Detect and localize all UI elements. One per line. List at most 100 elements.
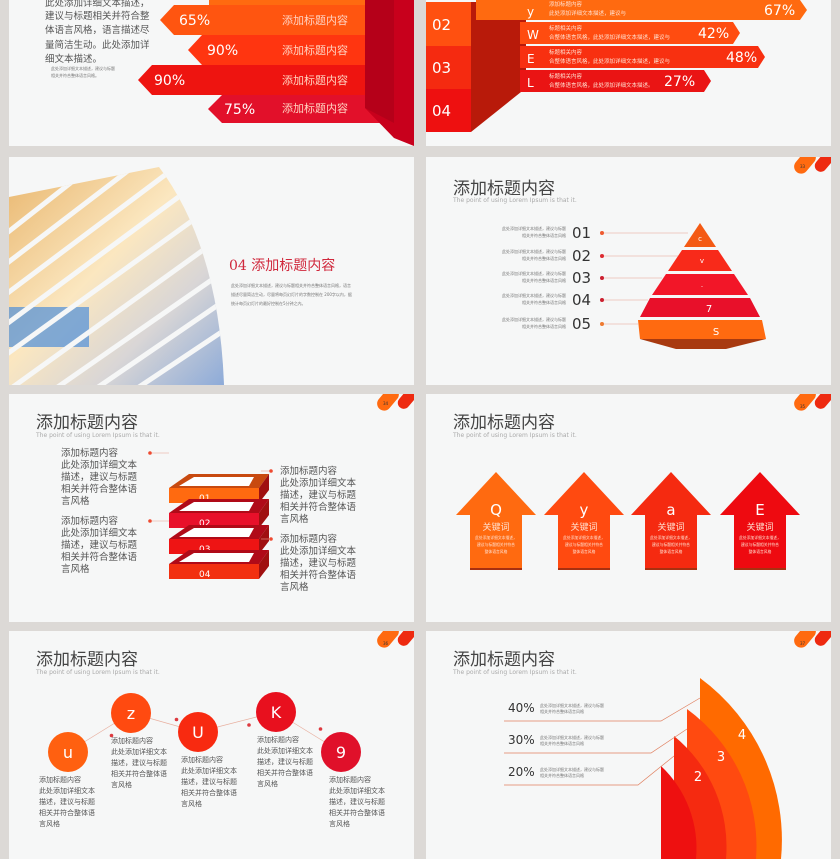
svg-text:U: U [192,723,204,742]
svg-text:此处添加详细文本描述，建议与标题: 此处添加详细文本描述，建议与标题 [502,248,566,254]
description-line: 添加标题内容 [61,447,119,459]
svg-text:67%: 67% [764,3,795,19]
slide-thumbnail-36[interactable]: 36 添加标题内容 The point of using Lorem Ipsum… [9,631,414,859]
svg-text:相关并符合整体语: 相关并符合整体语 [39,808,95,817]
connector-dot [600,322,604,326]
svg-text:描述，建议与标题: 描述，建议与标题 [111,758,167,767]
item-number: 02 [572,247,591,265]
fan-label: 2 [694,770,702,785]
connector-dot [269,469,273,473]
svg-text:E: E [527,52,535,66]
description-line: 添加标题内容 [280,465,338,477]
svg-text:描述，建议与标题: 描述，建议与标题 [39,797,95,806]
svg-text:建议与标题相关并符合: 建议与标题相关并符合 [477,542,515,547]
description-line: 言风格 [280,581,309,593]
svg-text:相关并符合整体语言风格: 相关并符合整体语言风格 [540,772,584,778]
description-line: 言风格 [280,513,309,525]
description-line: 此处添加详细文本 [280,477,357,489]
svg-text:细文本描述。: 细文本描述。 [45,53,102,65]
connector-dot [600,231,604,235]
bar-4 [208,95,394,123]
svg-text:The point of using Lorem Ipsum: The point of using Lorem Ipsum is that i… [452,432,577,439]
description-line: 此处添加详细文本 [61,527,138,539]
svg-text:量简洁生动。此处添加详: 量简洁生动。此处添加详 [45,39,150,51]
slide-thumbnail-32[interactable]: 02 03 04 y W E L 添加标题内容 此处添加详细文本描述，建议与 标… [426,0,831,146]
section-title: 04 添加标题内容 [229,257,335,274]
item-number: 01 [572,224,591,242]
svg-text:添加标题内容: 添加标题内容 [181,755,223,764]
slide-thumbnail-37[interactable]: 37 添加标题内容 The point of using Lorem Ipsum… [426,631,831,859]
svg-text:此处添加详细文本描述，建议与标题相关并符合整体语言风格，语言: 此处添加详细文本描述，建议与标题相关并符合整体语言风格，语言 [231,282,351,288]
layer-label: 04 [199,570,211,580]
pct: 90% [207,43,238,59]
item-number: 04 [572,291,591,309]
bar-2 [188,35,394,65]
paragraph: 此处添加详细文本描述， 建议与标题相关并符合整 体语言风格，语言描述尽 量简洁生… [45,0,150,65]
page-badge: 35 [794,394,831,411]
svg-text:04: 04 [432,102,451,120]
svg-text:K: K [271,703,282,722]
svg-text:W: W [527,28,539,42]
svg-text:合整体语言风格，此处添加详细文本描述，建议与: 合整体语言风格，此处添加详细文本描述，建议与 [549,57,670,65]
connector-dot [148,519,152,523]
svg-text:v: v [700,257,704,265]
svg-text:此处添加详细文本: 此处添加详细文本 [181,766,237,775]
pyramid-chart [638,223,766,349]
page-badge: 33 [794,157,831,174]
fan-chart: 432 [661,678,782,859]
step-circle [256,692,296,732]
svg-text:48%: 48% [726,50,757,66]
layer-label: 02 [199,519,210,529]
page-badge: 36 [377,631,414,648]
svg-text:此处添加详细文本: 此处添加详细文本 [257,746,313,755]
description-line: 添加标题内容 [61,515,119,527]
svg-text:03: 03 [432,59,451,77]
svg-text:Q: Q [490,501,502,519]
svg-text:c: c [698,235,702,243]
stack-layer [169,513,259,528]
svg-text:The point of using Lorem Ipsum: The point of using Lorem Ipsum is that i… [35,432,160,439]
slide-thumbnail-section-04[interactable]: 04 添加标题内容 此处添加详细文本描述，建议与标题相关并符合整体语言风格，语言… [9,157,414,385]
svg-text:此处添加详细文本描述，建议与标题: 此处添加详细文本描述，建议与标题 [540,734,604,740]
svg-text:相关并符合整体语言风格: 相关并符合整体语言风格 [522,277,566,283]
svg-text:添加标题内容: 添加标题内容 [36,413,138,433]
svg-text:37: 37 [800,641,806,646]
description-line: 描述，建议与标题 [61,471,138,483]
svg-text:The point of using Lorem Ipsum: The point of using Lorem Ipsum is that i… [452,197,577,204]
connector-dot [148,451,152,455]
svg-text:z: z [127,704,135,723]
svg-text:The point of using Lorem Ipsum: The point of using Lorem Ipsum is that i… [35,669,160,676]
svg-text:34: 34 [383,401,389,406]
svg-text:相关并符合整体语言风格: 相关并符合整体语言风格 [540,708,584,714]
svg-text:相关并符合整体语: 相关并符合整体语 [329,808,385,817]
svg-text:相关并符合整体语言风格: 相关并符合整体语言风格 [522,323,566,329]
svg-text:标题相关内容: 标题相关内容 [549,48,583,56]
svg-text:添加标题内容: 添加标题内容 [329,775,371,784]
fan-label: 4 [738,728,746,743]
svg-text:33: 33 [800,164,806,169]
item-number: 03 [572,269,591,287]
svg-text:a: a [666,501,675,519]
svg-text:建议与标题相关并符合: 建议与标题相关并符合 [741,542,779,547]
bar-label: 添加标题内容 [282,101,348,115]
slide-thumbnail-31[interactable]: 65% 90% 90% 75% 添加标题内容 添加标题内容 添加标题内容 添加标… [9,0,414,146]
svg-text:添加标题内容: 添加标题内容 [111,736,153,745]
svg-text:L: L [527,76,534,90]
description-line: 添加标题内容 [280,533,338,545]
slide-thumbnail-33[interactable]: 33 添加标题内容 The point of using Lorem Ipsum… [426,157,831,385]
pct: 65% [179,13,210,29]
fan-label: 3 [717,750,725,765]
svg-text:合整体语言风格，此处添加详细文本描述。: 合整体语言风格，此处添加详细文本描述。 [549,81,654,89]
slide-thumbnail-34[interactable]: 34 添加标题内容 The point of using Lorem Ipsum… [9,394,414,622]
slide-thumbnail-35[interactable]: 35 添加标题内容 The point of using Lorem Ipsum… [426,394,831,622]
slide-title: 添加标题内容 [453,179,555,199]
bar-label: 添加标题内容 [282,73,348,87]
svg-text:添加标题内容: 添加标题内容 [39,775,81,784]
svg-text:此处添加详细文本描述，建议与标题: 此处添加详细文本描述，建议与标题 [51,65,115,71]
description-line: 相关并符合整体语 [280,501,357,513]
svg-text:添加标题内容: 添加标题内容 [549,0,583,8]
svg-text:此处添加详细文本描述，: 此处添加详细文本描述， [650,535,692,540]
svg-text:此处添加详细文本: 此处添加详细文本 [39,786,95,795]
svg-text:标题相关内容: 标题相关内容 [549,24,583,32]
